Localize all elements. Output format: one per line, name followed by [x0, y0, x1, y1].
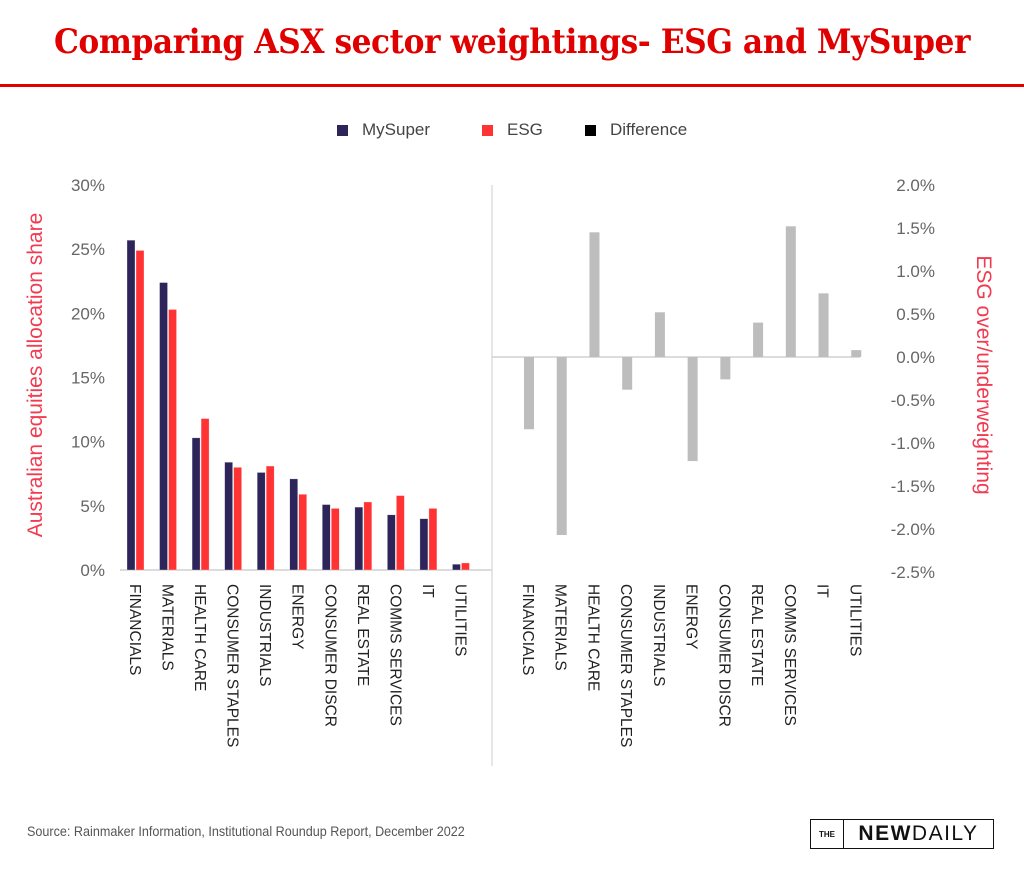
- bar-esg-utilities: [461, 562, 470, 571]
- right-x-tick-label-industrials: INDUSTRIALS: [650, 584, 667, 687]
- left-chart-allocation: 0% 5% 10% 15% 20% 25% 30% FINANCIALS MATERIALS HE…: [24, 176, 492, 747]
- bar-difference-utilities: [851, 350, 862, 357]
- bar-mysuper-comms-services: [387, 514, 396, 571]
- bar-difference-materials: [556, 357, 567, 536]
- legend-label-difference: Difference: [610, 120, 688, 139]
- bar-mysuper-financials: [126, 239, 136, 571]
- newdaily-logo: THE NEW DAILY: [810, 819, 994, 849]
- left-y-tick-label: 10%: [71, 433, 105, 452]
- left-y-tick-label: 25%: [71, 240, 105, 259]
- left-x-tick-label-real-estate: REAL ESTATE: [354, 584, 371, 686]
- bar-esg-industrials: [265, 465, 275, 571]
- left-x-tick-label-consumer-staples: CONSUMER STAPLES: [224, 584, 241, 747]
- right-y-tick-label: 0.0%: [896, 348, 935, 367]
- legend-label-mysuper: MySuper: [362, 120, 431, 139]
- bar-esg-consumer-discr: [331, 508, 340, 571]
- bar-esg-comms-services: [396, 495, 405, 571]
- left-y-axis-title: Australian equities allocation share: [24, 213, 47, 538]
- bar-esg-real-estate: [363, 501, 373, 571]
- logo-the: THE: [811, 820, 844, 848]
- right-x-tick-label-it: IT: [814, 584, 831, 598]
- right-y-tick-label: -2.5%: [891, 563, 935, 582]
- bar-mysuper-industrials: [256, 472, 266, 571]
- bar-esg-health-care: [200, 418, 210, 571]
- legend-item-esg: ESG: [482, 120, 543, 140]
- bar-mysuper-it: [419, 518, 429, 571]
- chart-title: Comparing ASX sector weightings- ESG and…: [53, 22, 970, 62]
- left-x-tick-label-industrials: INDUSTRIALS: [256, 584, 273, 687]
- bar-mysuper-energy: [289, 478, 298, 571]
- title-underline: [0, 84, 1024, 87]
- right-chart-difference: -2.5% -2.0% -1.5% -1.0% -0.5% 0.0% 0.5% 1.0% 1.5…: [491, 176, 995, 766]
- legend: MySuper ESG Difference: [0, 120, 1024, 144]
- bar-mysuper-consumer-discr: [322, 504, 331, 571]
- right-y-tick-label: -1.5%: [891, 477, 935, 496]
- bar-difference-comms-services: [785, 226, 796, 357]
- source-note: Source: Rainmaker Information, Instituti…: [27, 823, 465, 839]
- bar-difference-energy: [687, 357, 698, 462]
- bar-difference-industrials: [654, 312, 665, 357]
- bar-esg-materials: [168, 309, 177, 571]
- bar-difference-real-estate: [753, 322, 764, 357]
- left-y-tick-label: 20%: [71, 304, 105, 323]
- right-x-tick-label-utilities: UTILITIES: [846, 584, 863, 656]
- right-x-tick-label-real-estate: REAL ESTATE: [748, 584, 765, 686]
- legend-item-mysuper: MySuper: [337, 120, 430, 140]
- left-x-tick-label-it: IT: [419, 584, 436, 598]
- right-y-tick-label: 1.0%: [896, 262, 935, 281]
- right-y-tick-label: -2.0%: [891, 520, 935, 539]
- bar-esg-it: [428, 508, 438, 571]
- right-x-tick-label-energy: ENERGY: [683, 584, 700, 649]
- right-x-tick-label-materials: MATERIALS: [552, 584, 569, 671]
- legend-swatch-esg: [482, 124, 493, 136]
- left-x-tick-label-comms-services: COMMS SERVICES: [386, 584, 403, 726]
- bar-mysuper-materials: [159, 282, 168, 571]
- left-y-tick-label: 15%: [71, 369, 105, 388]
- left-x-tick-label-utilities: UTILITIES: [451, 584, 468, 656]
- bar-esg-consumer-staples: [233, 467, 242, 571]
- bar-mysuper-health-care: [191, 437, 201, 571]
- right-y-tick-label: 2.0%: [896, 176, 935, 195]
- logo-new: NEW: [858, 822, 912, 845]
- right-x-tick-label-financials: FINANCIALS: [519, 584, 536, 675]
- legend-item-difference: Difference: [585, 120, 687, 140]
- bar-difference-financials: [524, 357, 534, 430]
- left-y-tick-label: 5%: [80, 497, 105, 516]
- bar-difference-consumer-staples: [622, 357, 633, 390]
- bar-difference-it: [818, 293, 829, 357]
- left-y-tick-label: 0%: [80, 561, 105, 580]
- right-x-tick-label-consumer-staples: CONSUMER STAPLES: [617, 584, 634, 747]
- logo-wordmark: NEW DAILY: [844, 820, 993, 848]
- bar-mysuper-consumer-staples: [224, 461, 233, 571]
- left-x-tick-label-energy: ENERGY: [289, 584, 306, 649]
- left-x-tick-label-health-care: HEALTH CARE: [191, 584, 208, 691]
- right-y-tick-label: 0.5%: [896, 305, 935, 324]
- right-x-tick-label-health-care: HEALTH CARE: [584, 584, 601, 691]
- bar-difference-consumer-discr: [720, 357, 731, 380]
- bar-difference-health-care: [589, 232, 600, 357]
- bar-mysuper-real-estate: [354, 506, 364, 571]
- left-x-tick-label-financials: FINANCIALS: [126, 584, 143, 675]
- legend-swatch-difference: [585, 124, 596, 136]
- left-y-tick-label: 30%: [71, 176, 105, 195]
- bar-esg-energy: [298, 494, 307, 571]
- right-y-tick-label: 1.5%: [896, 219, 935, 238]
- legend-swatch-mysuper: [337, 124, 348, 136]
- right-y-axis-title: ESG over/underweighting: [972, 255, 995, 494]
- legend-label-esg: ESG: [507, 120, 543, 139]
- bar-mysuper-utilities: [452, 563, 461, 571]
- bar-esg-financials: [135, 250, 145, 571]
- right-y-tick-label: -1.0%: [891, 434, 935, 453]
- left-x-tick-label-consumer-discr: CONSUMER DISCR: [321, 584, 338, 727]
- right-x-tick-label-comms-services: COMMS SERVICES: [781, 584, 798, 726]
- logo-daily: DAILY: [911, 822, 979, 845]
- right-y-tick-label: -0.5%: [891, 391, 935, 410]
- left-x-tick-label-materials: MATERIALS: [159, 584, 176, 671]
- right-x-tick-label-consumer-discr: CONSUMER DISCR: [715, 584, 732, 727]
